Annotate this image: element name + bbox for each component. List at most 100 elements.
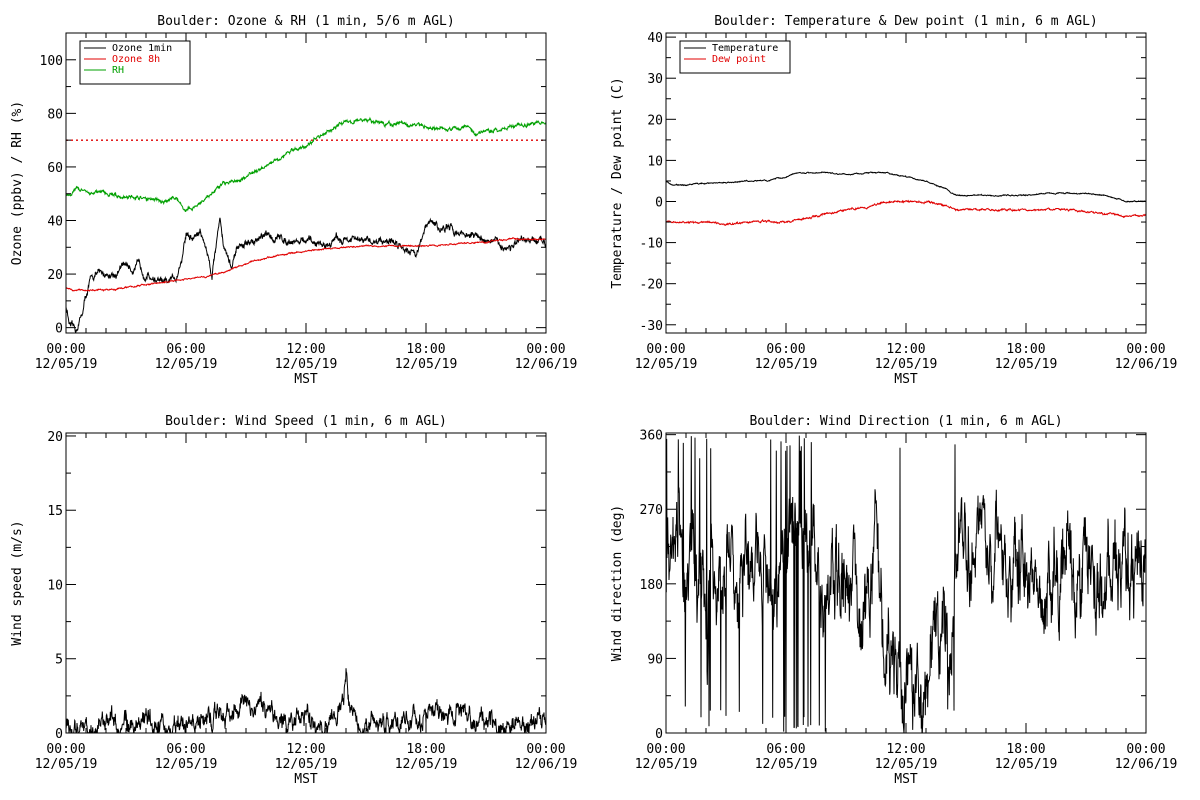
- wdir-y-tick-label: 360: [640, 429, 663, 444]
- wind-speed-chart: Boulder: Wind Speed (1 min, 6 m AGL) 00:0…: [10, 414, 577, 787]
- wspd-y-axis-label: Wind speed (m/s): [10, 520, 25, 645]
- ozone-y-tick-label: 20: [47, 268, 63, 283]
- wdir-y-tick-label: 0: [655, 727, 663, 742]
- temp-chart-title: Boulder: Temperature & Dew point (1 min,…: [714, 14, 1098, 29]
- ozone-x-axis-label: MST: [294, 372, 318, 387]
- wspd-series-line: [66, 668, 546, 733]
- ozone-x-tick-label: 06:00: [166, 342, 205, 357]
- wdir-x-tick-label: 00:00: [646, 742, 685, 757]
- ozone-x-tick-date: 12/05/19: [275, 357, 338, 372]
- wdir-y-axis-label: Wind direction (deg): [610, 505, 625, 662]
- wspd-x-tick-label: 18:00: [406, 742, 445, 757]
- ozone-legend-label: Ozone 8h: [112, 54, 160, 65]
- temp-y-tick-label: -10: [640, 237, 663, 252]
- wspd-x-tick-date: 12/06/19: [515, 757, 578, 772]
- temp-series-temperature: [666, 171, 1146, 203]
- wdir-series-line: [666, 435, 1146, 733]
- temp-legend-box: [679, 40, 791, 74]
- ozone-x-tick-label: 12:00: [286, 342, 325, 357]
- wdir-x-tick-date: 12/05/19: [635, 757, 698, 772]
- ozone-y-tick-label: 0: [55, 322, 63, 337]
- wdir-x-tick-label: 00:00: [1126, 742, 1165, 757]
- ozone-y-tick-label: 80: [47, 107, 63, 122]
- ozone-x-tick-date: 12/06/19: [515, 357, 578, 372]
- temp-x-tick-label: 06:00: [766, 342, 805, 357]
- wspd-x-tick-label: 06:00: [166, 742, 205, 757]
- temperature-dewpoint-chart: Boulder: Temperature & Dew point (1 min,…: [610, 14, 1177, 387]
- temp-y-tick-label: 10: [647, 154, 663, 169]
- ozone-x-tick-label: 00:00: [46, 342, 85, 357]
- wdir-x-tick-date: 12/05/19: [875, 757, 938, 772]
- temp-x-tick-date: 12/06/19: [1115, 357, 1178, 372]
- temp-plot-area: [666, 171, 1146, 226]
- ozone-x-tick-date: 12/05/19: [155, 357, 218, 372]
- wspd-y-tick-label: 15: [47, 504, 63, 519]
- wspd-y-tick-label: 10: [47, 578, 63, 593]
- wdir-x-tick-label: 06:00: [766, 742, 805, 757]
- wdir-y-tick-label: 270: [640, 503, 663, 518]
- temp-x-tick-label: 00:00: [1126, 342, 1165, 357]
- wspd-plot-area: [66, 668, 546, 733]
- wspd-y-tick-label: 20: [47, 430, 63, 445]
- temp-y-tick-label: 30: [647, 72, 663, 87]
- ozone-legend-label: Ozone 1min: [112, 43, 172, 54]
- ozone-x-tick-date: 12/05/19: [35, 357, 98, 372]
- wspd-x-tick-date: 12/05/19: [275, 757, 338, 772]
- wdir-y-tick-label: 180: [640, 578, 663, 593]
- temp-x-tick-date: 12/05/19: [995, 357, 1058, 372]
- wdir-x-tick-date: 12/05/19: [755, 757, 818, 772]
- temp-y-tick-label: -20: [640, 278, 663, 293]
- ozone-rh-chart: Boulder: Ozone & RH (1 min, 5/6 m AGL)00…: [10, 14, 577, 387]
- ozone-y-tick-label: 60: [47, 161, 63, 176]
- ozone-legend-label: RH: [112, 65, 124, 76]
- ozone-x-tick-date: 12/05/19: [395, 357, 458, 372]
- ozone-series-rh: [66, 116, 546, 212]
- wspd-x-tick-date: 12/05/19: [155, 757, 218, 772]
- wspd-x-axis-label: MST: [294, 772, 318, 787]
- wspd-y-tick-label: 5: [55, 653, 63, 668]
- temp-y-tick-label: 0: [655, 195, 663, 210]
- temp-legend-label: Dew point: [712, 54, 766, 65]
- ozone-y-tick-label: 100: [40, 54, 63, 69]
- wspd-x-tick-date: 12/05/19: [395, 757, 458, 772]
- wdir-plot-area: [666, 435, 1146, 733]
- wspd-y-tick-label: 0: [55, 727, 63, 742]
- wdir-x-tick-date: 12/05/19: [995, 757, 1058, 772]
- wdir-x-tick-label: 18:00: [1006, 742, 1045, 757]
- temp-x-tick-date: 12/05/19: [755, 357, 818, 372]
- ozone-y-axis-label: Ozone (ppbv) / RH (%): [10, 101, 25, 265]
- temp-x-tick-label: 12:00: [886, 342, 925, 357]
- wdir-y-tick-label: 90: [647, 652, 663, 667]
- temp-series-dew-point: [666, 199, 1146, 226]
- temp-x-tick-date: 12/05/19: [635, 357, 698, 372]
- wdir-x-tick-date: 12/06/19: [1115, 757, 1178, 772]
- temp-y-axis-label: Temperature / Dew point (C): [610, 77, 625, 288]
- wspd-x-tick-label: 00:00: [526, 742, 565, 757]
- wspd-x-tick-label: 00:00: [46, 742, 85, 757]
- temp-x-axis-label: MST: [894, 372, 918, 387]
- temp-legend-label: Temperature: [712, 43, 778, 54]
- wspd-x-tick-label: 12:00: [286, 742, 325, 757]
- ozone-x-tick-label: 18:00: [406, 342, 445, 357]
- wdir-x-axis-label: MST: [894, 772, 918, 787]
- ozone-series-ozone-8h: [66, 237, 546, 292]
- temp-x-tick-date: 12/05/19: [875, 357, 938, 372]
- wdir-x-tick-label: 12:00: [886, 742, 925, 757]
- temp-x-tick-label: 00:00: [646, 342, 685, 357]
- wspd-chart-title: Boulder: Wind Speed (1 min, 6 m AGL): [165, 414, 447, 429]
- ozone-x-tick-label: 00:00: [526, 342, 565, 357]
- temp-y-tick-label: -30: [640, 319, 663, 334]
- ozone-y-tick-label: 40: [47, 215, 63, 230]
- wdir-chart-title: Boulder: Wind Direction (1 min, 6 m AGL): [749, 414, 1062, 429]
- temp-y-tick-label: 20: [647, 113, 663, 128]
- temp-x-tick-label: 18:00: [1006, 342, 1045, 357]
- temp-y-tick-label: 40: [647, 31, 663, 46]
- wspd-x-tick-date: 12/05/19: [35, 757, 98, 772]
- ozone-plot-area: [66, 116, 546, 333]
- ozone-chart-title: Boulder: Ozone & RH (1 min, 5/6 m AGL): [157, 14, 454, 29]
- wind-direction-chart: Boulder: Wind Direction (1 min, 6 m AGL)…: [610, 414, 1177, 787]
